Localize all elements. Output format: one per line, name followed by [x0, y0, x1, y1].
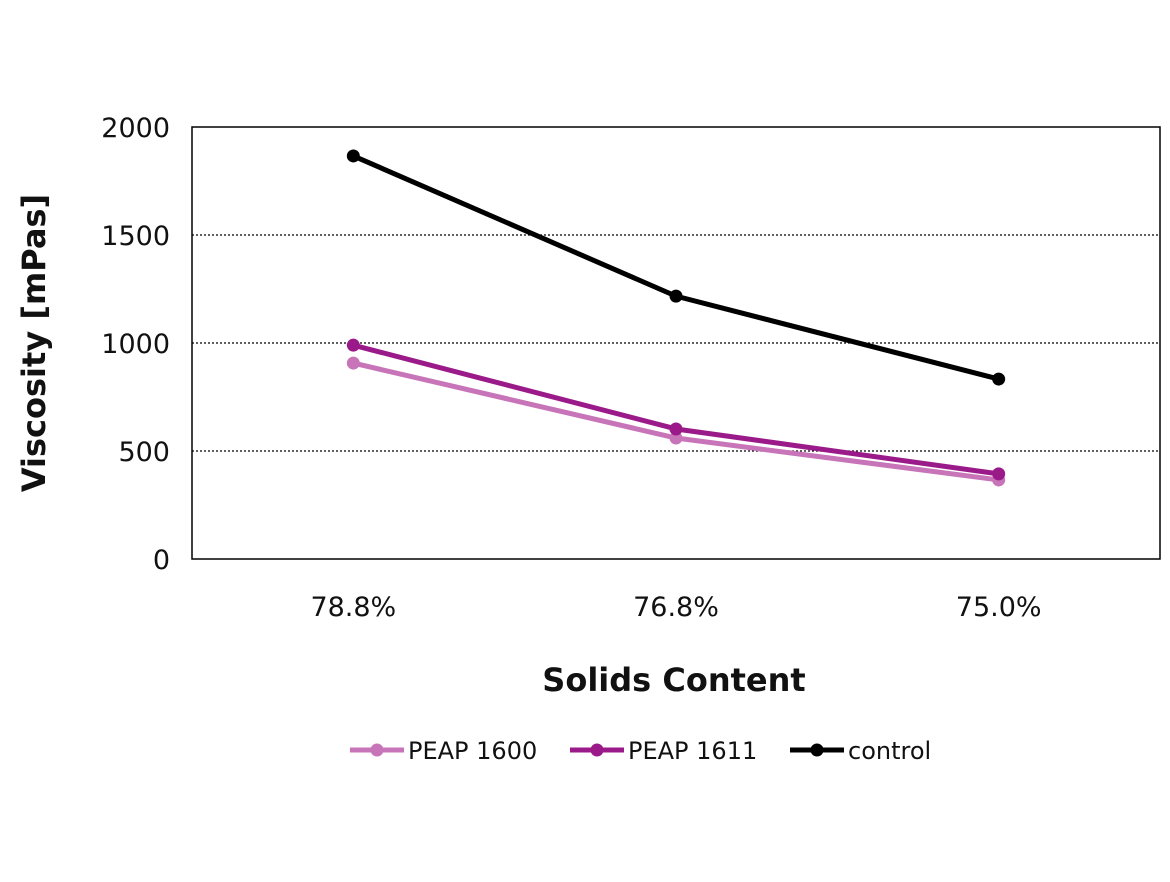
data-point — [992, 372, 1006, 386]
data-point — [346, 356, 360, 370]
legend-label: PEAP 1611 — [628, 737, 757, 765]
series-line-control — [352, 153, 1000, 382]
data-point — [669, 431, 683, 445]
plot-area-border — [191, 126, 1161, 560]
x-tick-label: 76.8% — [633, 592, 719, 623]
y-tick-label: 1000 — [101, 329, 170, 360]
y-axis-label: Viscosity [mPas] — [15, 194, 53, 492]
series-line-peap-1611 — [352, 342, 1000, 477]
y-tick-label: 0 — [153, 545, 170, 576]
legend-marker — [810, 743, 824, 757]
legend-marker — [370, 743, 384, 757]
y-tick-label: 500 — [118, 437, 170, 468]
series-group — [346, 149, 1006, 487]
gridlines — [192, 234, 1160, 452]
x-tick-label: 75.0% — [956, 592, 1042, 623]
data-point — [346, 149, 360, 163]
y-tick-label: 2000 — [101, 113, 170, 144]
legend: PEAP 1600 PEAP 1611 control — [350, 737, 931, 765]
y-axis-ticks: 0 500 1000 1500 2000 — [101, 113, 170, 576]
y-tick-label: 1500 — [101, 221, 170, 252]
x-axis-label: Solids Content — [542, 661, 805, 699]
legend-label: control — [848, 737, 931, 765]
x-tick-label: 78.8% — [310, 592, 396, 623]
data-point — [346, 338, 360, 352]
legend-label: PEAP 1600 — [408, 737, 537, 765]
x-axis-ticks: 78.8% 76.8% 75.0% — [310, 592, 1041, 623]
data-point — [669, 422, 683, 436]
data-point — [992, 467, 1006, 481]
data-point — [669, 289, 683, 303]
legend-marker — [590, 743, 604, 757]
